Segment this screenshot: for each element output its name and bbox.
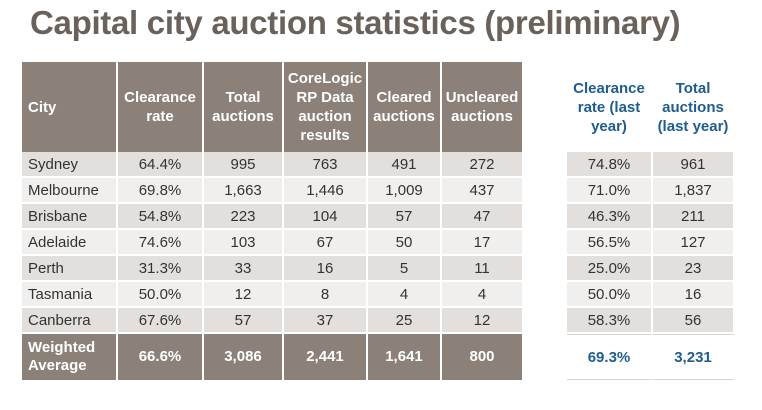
- total-auctions-cell: 223: [204, 204, 284, 230]
- city-cell: Weighted Average: [22, 334, 118, 380]
- table-row: 74.8% 961: [567, 152, 735, 178]
- uncleared-cell: 11: [442, 256, 524, 282]
- total-auctions-cell: 57: [204, 308, 284, 334]
- clearance-rate-cell: 64.4%: [118, 152, 204, 178]
- total-auctions-last-year-cell: 23: [653, 256, 735, 282]
- table-row: 58.3% 56: [567, 308, 735, 334]
- header-city: City: [22, 62, 118, 152]
- clearance-rate-last-year-cell: 69.3%: [567, 334, 653, 380]
- header-total-auctions: Total auctions: [204, 62, 284, 152]
- cleared-cell: 5: [368, 256, 442, 282]
- cleared-cell: 491: [368, 152, 442, 178]
- table-row: 50.0% 16: [567, 282, 735, 308]
- header-total-auctions-last-year: Total auctions (last year): [653, 62, 735, 152]
- header-row: Clearance rate (last year) Total auction…: [567, 62, 735, 152]
- table-row: 56.5% 127: [567, 230, 735, 256]
- clearance-rate-last-year-cell: 58.3%: [567, 308, 653, 334]
- corelogic-results-cell: 67: [284, 230, 368, 256]
- clearance-rate-cell: 31.3%: [118, 256, 204, 282]
- table-row: Perth 31.3% 33 16 5 11: [22, 256, 524, 282]
- corelogic-results-cell: 8: [284, 282, 368, 308]
- total-auctions-cell: 103: [204, 230, 284, 256]
- cleared-cell: 1,641: [368, 334, 442, 380]
- header-row: City Clearance rate Total auctions CoreL…: [22, 62, 524, 152]
- total-auctions-cell: 33: [204, 256, 284, 282]
- clearance-rate-cell: 54.8%: [118, 204, 204, 230]
- clearance-rate-cell: 67.6%: [118, 308, 204, 334]
- header-corelogic-results: CoreLogic RP Data auction results: [284, 62, 368, 152]
- city-cell: Tasmania: [22, 282, 118, 308]
- city-cell: Sydney: [22, 152, 118, 178]
- cleared-cell: 50: [368, 230, 442, 256]
- clearance-rate-last-year-cell: 50.0%: [567, 282, 653, 308]
- city-cell: Perth: [22, 256, 118, 282]
- clearance-rate-cell: 74.6%: [118, 230, 204, 256]
- total-auctions-last-year-cell: 56: [653, 308, 735, 334]
- weighted-average-row: 69.3% 3,231: [567, 334, 735, 380]
- uncleared-cell: 17: [442, 230, 524, 256]
- clearance-rate-last-year-cell: 71.0%: [567, 178, 653, 204]
- uncleared-cell: 4: [442, 282, 524, 308]
- page-title: Capital city auction statistics (prelimi…: [30, 4, 681, 41]
- clearance-rate-last-year-cell: 56.5%: [567, 230, 653, 256]
- header-clearance-rate: Clearance rate: [118, 62, 204, 152]
- table-row: Adelaide 74.6% 103 67 50 17: [22, 230, 524, 256]
- clearance-rate-cell: 66.6%: [118, 334, 204, 380]
- clearance-rate-last-year-cell: 46.3%: [567, 204, 653, 230]
- uncleared-cell: 12: [442, 308, 524, 334]
- total-auctions-last-year-cell: 961: [653, 152, 735, 178]
- table-row: Melbourne 69.8% 1,663 1,446 1,009 437: [22, 178, 524, 204]
- table-row: 25.0% 23: [567, 256, 735, 282]
- header-uncleared-auctions: Uncleared auctions: [442, 62, 524, 152]
- table-row: Sydney 64.4% 995 763 491 272: [22, 152, 524, 178]
- corelogic-results-cell: 37: [284, 308, 368, 334]
- city-cell: Melbourne: [22, 178, 118, 204]
- clearance-rate-last-year-cell: 25.0%: [567, 256, 653, 282]
- last-year-table: Clearance rate (last year) Total auction…: [567, 62, 735, 380]
- total-auctions-cell: 995: [204, 152, 284, 178]
- table-row: Tasmania 50.0% 12 8 4 4: [22, 282, 524, 308]
- corelogic-results-cell: 763: [284, 152, 368, 178]
- corelogic-results-cell: 2,441: [284, 334, 368, 380]
- city-cell: Canberra: [22, 308, 118, 334]
- table-row: Canberra 67.6% 57 37 25 12: [22, 308, 524, 334]
- cleared-cell: 57: [368, 204, 442, 230]
- total-auctions-cell: 3,086: [204, 334, 284, 380]
- clearance-rate-cell: 50.0%: [118, 282, 204, 308]
- uncleared-cell: 47: [442, 204, 524, 230]
- total-auctions-cell: 12: [204, 282, 284, 308]
- cleared-cell: 1,009: [368, 178, 442, 204]
- header-clearance-rate-last-year: Clearance rate (last year): [567, 62, 653, 152]
- clearance-rate-cell: 69.8%: [118, 178, 204, 204]
- total-auctions-last-year-cell: 1,837: [653, 178, 735, 204]
- total-auctions-cell: 1,663: [204, 178, 284, 204]
- total-auctions-last-year-cell: 127: [653, 230, 735, 256]
- city-cell: Adelaide: [22, 230, 118, 256]
- uncleared-cell: 272: [442, 152, 524, 178]
- cleared-cell: 4: [368, 282, 442, 308]
- corelogic-results-cell: 1,446: [284, 178, 368, 204]
- weighted-average-row: Weighted Average 66.6% 3,086 2,441 1,641…: [22, 334, 524, 380]
- cleared-cell: 25: [368, 308, 442, 334]
- uncleared-cell: 800: [442, 334, 524, 380]
- total-auctions-last-year-cell: 211: [653, 204, 735, 230]
- total-auctions-last-year-cell: 3,231: [653, 334, 735, 380]
- total-auctions-last-year-cell: 16: [653, 282, 735, 308]
- auction-stats-table: City Clearance rate Total auctions CoreL…: [22, 62, 524, 380]
- city-cell: Brisbane: [22, 204, 118, 230]
- table-row: 71.0% 1,837: [567, 178, 735, 204]
- uncleared-cell: 437: [442, 178, 524, 204]
- table-row: Brisbane 54.8% 223 104 57 47: [22, 204, 524, 230]
- header-cleared-auctions: Cleared auctions: [368, 62, 442, 152]
- corelogic-results-cell: 16: [284, 256, 368, 282]
- clearance-rate-last-year-cell: 74.8%: [567, 152, 653, 178]
- corelogic-results-cell: 104: [284, 204, 368, 230]
- table-row: 46.3% 211: [567, 204, 735, 230]
